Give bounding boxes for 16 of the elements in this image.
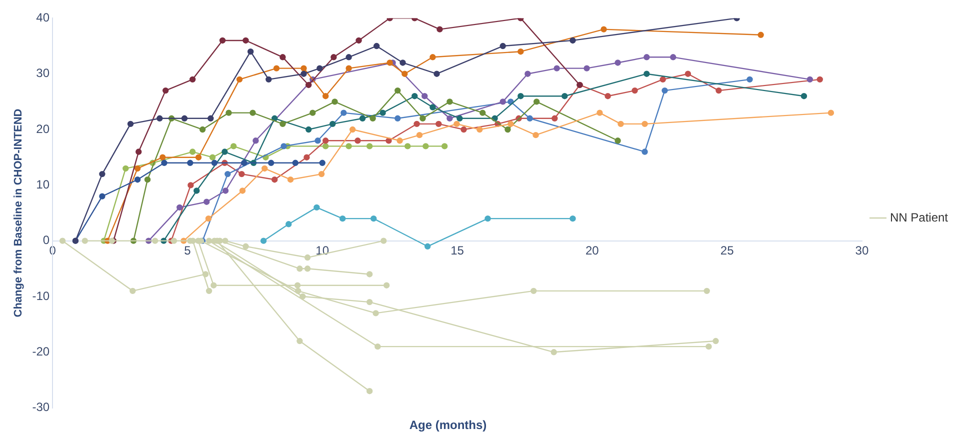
x-tick-label: 15: [450, 243, 464, 258]
x-tick-label: 5: [184, 243, 192, 258]
x-tick-label: 25: [720, 243, 734, 258]
x-tick-label: 30: [855, 243, 869, 258]
y-tick-label: -10: [32, 288, 50, 303]
y-tick-label: -20: [32, 344, 50, 358]
y-tick-label: 30: [36, 66, 50, 80]
y-tick-label: 20: [36, 122, 50, 136]
y-tick-label: 0: [42, 233, 50, 248]
y-tick-label: 10: [36, 177, 50, 192]
y-axis-title: Change from Baseline in CHOP-INTEND: [12, 108, 25, 318]
x-tick-label: 20: [585, 243, 600, 258]
x-axis-title: Age (months): [408, 418, 488, 432]
legend-label: NN Patient: [890, 210, 949, 224]
y-tick-label: 40: [36, 10, 50, 25]
y-tick-label: -30: [32, 400, 50, 414]
